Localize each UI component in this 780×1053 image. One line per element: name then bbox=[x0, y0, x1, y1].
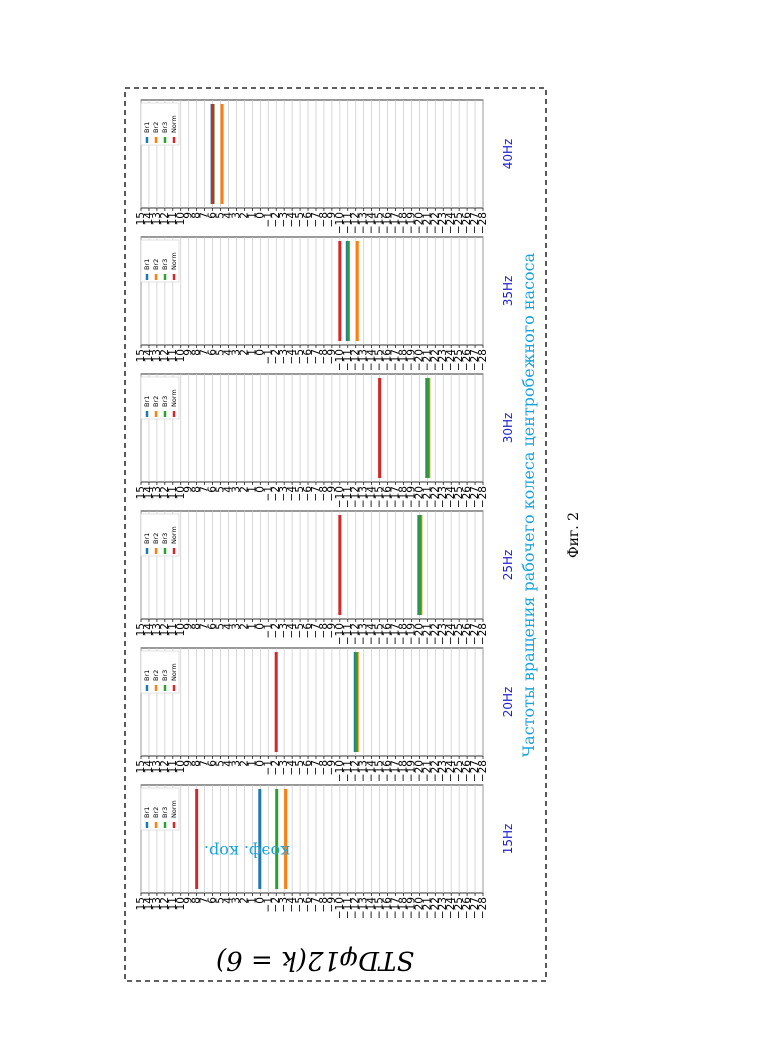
y-axis-label: коэф. кор. bbox=[204, 842, 290, 861]
legend-entry-Norm: Norm bbox=[170, 663, 178, 681]
panel-35Hz: 1514131211109876543210−1−2−3−4−5−6−7−8−9… bbox=[135, 237, 515, 371]
panels: 1514131211109876543210−1−2−3−4−5−6−7−8−9… bbox=[135, 100, 515, 919]
legend-entry-Br2: Br2 bbox=[152, 259, 160, 270]
legend-entry-Br1: Br1 bbox=[143, 807, 151, 818]
legend-entry-Norm: Norm bbox=[170, 800, 178, 818]
panel-frame bbox=[141, 785, 483, 893]
tick-label: −28 bbox=[477, 760, 489, 782]
legend-entry-Br2: Br2 bbox=[152, 396, 160, 407]
legend: Br1Br2Br3Norm bbox=[141, 377, 179, 419]
panel-title: 30Hz bbox=[501, 413, 515, 444]
legend-entry-Br2: Br2 bbox=[152, 122, 160, 133]
tick-label: −28 bbox=[477, 349, 489, 371]
legend-entry-Norm: Norm bbox=[170, 252, 178, 270]
panel-title: 40Hz bbox=[501, 139, 515, 170]
legend: Br1Br2Br3Norm bbox=[141, 651, 179, 693]
panel-frame bbox=[141, 237, 483, 345]
legend: Br1Br2Br3Norm bbox=[141, 103, 179, 145]
panel-frame bbox=[141, 511, 483, 619]
panel-40Hz: 1514131211109876543210−1−2−3−4−5−6−7−8−9… bbox=[135, 100, 515, 234]
panel-frame bbox=[141, 374, 483, 482]
tick-label: −28 bbox=[477, 897, 489, 919]
legend-entry-Br2: Br2 bbox=[152, 533, 160, 544]
legend-entry-Br2: Br2 bbox=[152, 670, 160, 681]
legend-entry-Br1: Br1 bbox=[143, 533, 151, 544]
figure-title: STDφ12(k = 6) bbox=[216, 945, 414, 975]
panel-25Hz: 1514131211109876543210−1−2−3−4−5−6−7−8−9… bbox=[135, 511, 515, 645]
panel-frame bbox=[141, 100, 483, 208]
tick-label: −28 bbox=[477, 623, 489, 645]
tick-label: −28 bbox=[477, 212, 489, 234]
legend-entry-Br1: Br1 bbox=[143, 259, 151, 270]
legend-entry-Br3: Br3 bbox=[161, 122, 169, 133]
panel-20Hz: 1514131211109876543210−1−2−3−4−5−6−7−8−9… bbox=[135, 648, 515, 782]
legend: Br1Br2Br3Norm bbox=[141, 788, 179, 830]
legend-entry-Br2: Br2 bbox=[152, 807, 160, 818]
legend-entry-Br3: Br3 bbox=[161, 670, 169, 681]
legend-entry-Br1: Br1 bbox=[143, 122, 151, 133]
legend-entry-Br3: Br3 bbox=[161, 807, 169, 818]
panel-title: 20Hz bbox=[501, 687, 515, 718]
tick-label: −28 bbox=[477, 486, 489, 508]
figure-caption: Фиг. 2 bbox=[566, 512, 582, 558]
legend-entry-Br3: Br3 bbox=[161, 259, 169, 270]
legend-entry-Br3: Br3 bbox=[161, 533, 169, 544]
legend-entry-Norm: Norm bbox=[170, 389, 178, 407]
panel-title: 35Hz bbox=[501, 276, 515, 307]
legend-entry-Norm: Norm bbox=[170, 526, 178, 544]
legend-entry-Norm: Norm bbox=[170, 115, 178, 133]
x-axis-label: Частоты вращения рабочего колеса центроб… bbox=[519, 252, 538, 757]
legend-entry-Br1: Br1 bbox=[143, 396, 151, 407]
legend-entry-Br1: Br1 bbox=[143, 670, 151, 681]
panel-title: 25Hz bbox=[501, 550, 515, 581]
panel-30Hz: 1514131211109876543210−1−2−3−4−5−6−7−8−9… bbox=[135, 374, 515, 508]
panel-frame bbox=[141, 648, 483, 756]
legend-entry-Br3: Br3 bbox=[161, 396, 169, 407]
legend: Br1Br2Br3Norm bbox=[141, 240, 179, 282]
legend: Br1Br2Br3Norm bbox=[141, 514, 179, 556]
panel-title: 15Hz bbox=[501, 824, 515, 855]
panel-15Hz: 1514131211109876543210−1−2−3−4−5−6−7−8−9… bbox=[135, 785, 515, 919]
